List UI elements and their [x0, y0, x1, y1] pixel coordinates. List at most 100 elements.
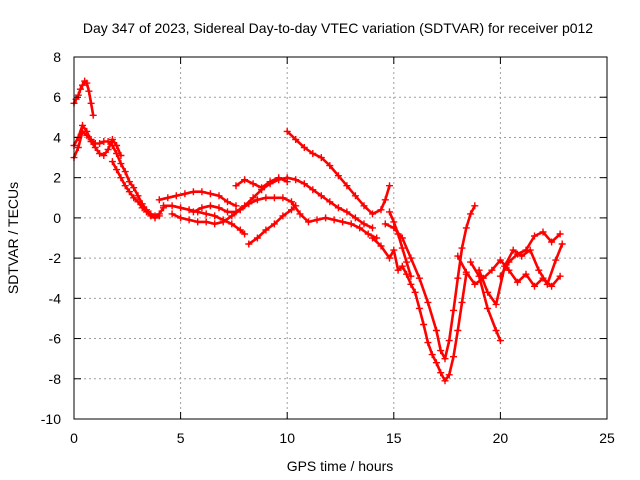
data-point-track-l-10 [420, 321, 428, 328]
data-point-track-g-14 [288, 198, 295, 206]
series-track-q [475, 240, 566, 308]
data-point-track-m-9 [445, 337, 453, 345]
data-point-track-r-0 [496, 272, 504, 280]
data-point-track-r-4 [531, 232, 538, 240]
data-point-track-j-5 [288, 206, 295, 214]
data-point-track-r-3 [522, 246, 530, 254]
data-point-track-p-4 [488, 266, 496, 274]
x-tick-label-4: 20 [493, 430, 509, 446]
data-point-track-g-12 [270, 194, 278, 202]
data-point-track-h-13 [300, 180, 308, 188]
data-point-track-l-7 [407, 280, 415, 288]
data-point-track-o-4 [496, 337, 504, 345]
chart-title: Day 347 of 2023, Sidereal Day-to-day VTE… [83, 20, 593, 36]
data-point-track-g-22 [356, 224, 364, 232]
x-axis-label: GPS time / hours [287, 458, 394, 474]
y-tick-label-8: 6 [53, 89, 61, 105]
series-line-track-e [158, 190, 238, 208]
x-tick-label-5: 25 [599, 430, 615, 446]
data-point-track-p-12 [556, 272, 564, 280]
data-point-track-p-9 [531, 282, 538, 290]
data-point-track-q-9 [552, 256, 560, 264]
data-point-track-g-20 [339, 218, 347, 226]
data-point-track-h-15 [317, 192, 325, 200]
y-tick-label-3: -4 [49, 290, 62, 306]
data-point-track-i-2 [249, 180, 257, 188]
y-tick-label-5: 0 [53, 210, 61, 226]
data-point-track-g-19 [330, 216, 338, 224]
data-point-track-a-6 [83, 79, 91, 87]
data-point-track-p-0 [454, 252, 462, 260]
data-point-track-m-10 [450, 306, 457, 314]
data-point-track-k-10 [369, 210, 376, 218]
data-point-track-g-6 [219, 218, 227, 226]
y-axis-label: SDTVAR / TECUs [5, 182, 21, 294]
data-point-track-f-5 [202, 210, 210, 218]
data-point-track-f-1 [168, 202, 176, 210]
data-point-track-h-18 [343, 208, 351, 216]
y-tick-label-1: -8 [49, 371, 62, 387]
data-point-track-k-8 [351, 192, 359, 200]
data-point-track-c-8 [104, 146, 112, 153]
data-point-track-g-13 [279, 194, 287, 202]
data-point-track-k-5 [326, 162, 334, 170]
data-point-track-o-3 [492, 327, 500, 334]
series-line-track-m [383, 204, 477, 361]
data-point-track-m-0 [381, 220, 389, 228]
data-point-track-n-2 [394, 230, 402, 238]
data-point-track-d-4 [125, 188, 133, 196]
data-point-track-e-5 [198, 188, 206, 196]
data-point-track-f-2 [177, 204, 185, 212]
data-point-track-a-3 [76, 85, 84, 93]
data-point-track-o-0 [467, 258, 475, 266]
data-point-track-h-2 [206, 202, 214, 210]
data-point-track-l-2 [386, 254, 393, 262]
plot-frame [73, 56, 608, 420]
data-point-track-k-0 [283, 127, 291, 135]
data-point-track-m-14 [467, 210, 475, 218]
data-point-track-g-23 [364, 230, 372, 238]
data-point-track-l-18 [454, 327, 462, 334]
data-point-track-k-3 [309, 150, 317, 157]
series-track-m [381, 202, 479, 363]
data-point-track-l-16 [445, 371, 453, 379]
data-point-track-m-8 [441, 355, 449, 363]
data-point-track-c-5 [91, 144, 99, 151]
series-line-track-r [499, 230, 562, 278]
data-point-track-h-20 [360, 220, 368, 228]
data-point-track-l-12 [428, 351, 436, 359]
data-point-track-j-4 [279, 212, 287, 220]
data-point-track-g-2 [185, 216, 193, 224]
data-point-track-l-3 [390, 246, 398, 254]
data-point-track-d-3 [121, 182, 129, 190]
data-point-track-r-2 [514, 250, 521, 258]
data-point-track-g-4 [202, 218, 210, 226]
data-point-track-q-0 [475, 266, 483, 274]
data-point-track-j-2 [262, 226, 270, 234]
data-point-track-l-17 [450, 353, 457, 361]
data-point-track-l-15 [441, 377, 449, 385]
data-point-track-j-0 [245, 240, 253, 248]
x-tick-label-1: 5 [177, 430, 185, 446]
data-point-track-b-12 [121, 168, 129, 176]
data-point-track-k-11 [377, 206, 385, 214]
data-point-track-l-13 [432, 359, 440, 367]
data-point-track-m-5 [424, 298, 432, 306]
data-point-track-o-2 [484, 304, 492, 312]
data-point-track-r-7 [556, 230, 564, 238]
series-track-j [245, 202, 300, 248]
data-point-track-l-14 [437, 369, 445, 377]
data-point-track-c-11 [117, 152, 125, 159]
data-point-track-m-3 [407, 254, 415, 262]
data-point-track-l-19 [458, 298, 466, 306]
data-point-track-h-7 [249, 194, 257, 202]
data-point-track-g-0 [168, 210, 176, 218]
series-track-d [108, 158, 163, 222]
data-point-track-d-0 [108, 158, 116, 166]
data-point-track-a-8 [87, 99, 95, 107]
data-point-track-b-15 [134, 192, 142, 200]
data-point-track-k-1 [292, 136, 300, 143]
data-point-track-n-0 [386, 208, 393, 216]
series-track-k [283, 127, 393, 218]
